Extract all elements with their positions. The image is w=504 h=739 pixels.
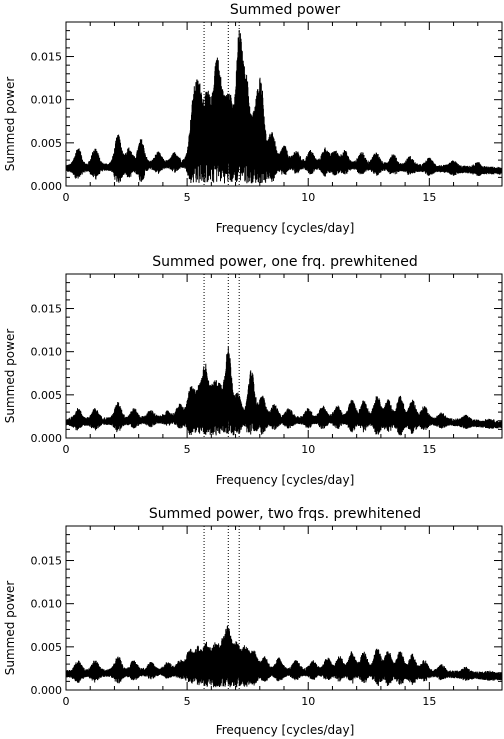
series-line [66,625,502,688]
x-tick-label: 15 [422,191,436,204]
panel-summed-power: Summed power Summed power Frequency [cyc… [3,2,503,235]
y-tick-label: 0.015 [31,51,63,64]
y-tick-label: 0.000 [31,432,63,445]
panel-one-frq-prewhitened: Summed power, one frq. prewhitened Summe… [3,254,503,487]
x-axis-label: Frequency [cycles/day] [216,473,355,487]
x-tick-label: 5 [184,191,191,204]
x-tick-label: 10 [301,695,315,708]
panel-title: Summed power, two frqs. prewhitened [149,506,421,522]
y-tick-label: 0.010 [31,346,63,359]
x-tick-label: 10 [301,191,315,204]
x-tick-label: 0 [63,443,70,456]
y-tick-label: 0.005 [31,137,63,150]
y-tick-label: 0.005 [31,641,63,654]
series-line [66,346,502,436]
x-tick-label: 15 [422,695,436,708]
y-axis-label: Summed power [3,77,17,172]
panel-two-frqs-prewhitened: Summed power, two frqs. prewhitened Summ… [3,506,503,737]
x-tick-label: 0 [63,695,70,708]
y-tick-label: 0.000 [31,684,63,697]
y-axis-label: Summed power [3,581,17,676]
series-line [66,29,502,184]
x-tick-label: 15 [422,443,436,456]
x-axis-label: Frequency [cycles/day] [216,221,355,235]
y-tick-label: 0.015 [31,555,63,568]
y-tick-label: 0.010 [31,598,63,611]
panel-title: Summed power, one frq. prewhitened [152,254,418,270]
x-tick-label: 5 [184,695,191,708]
y-tick-label: 0.010 [31,94,63,107]
y-tick-label: 0.015 [31,303,63,316]
y-tick-label: 0.000 [31,180,63,193]
x-tick-label: 0 [63,191,70,204]
x-tick-label: 5 [184,443,191,456]
y-tick-label: 0.005 [31,389,63,402]
y-axis-label: Summed power [3,329,17,424]
x-tick-label: 10 [301,443,315,456]
panel-title: Summed power [230,2,341,18]
x-axis-label: Frequency [cycles/day] [216,723,355,737]
